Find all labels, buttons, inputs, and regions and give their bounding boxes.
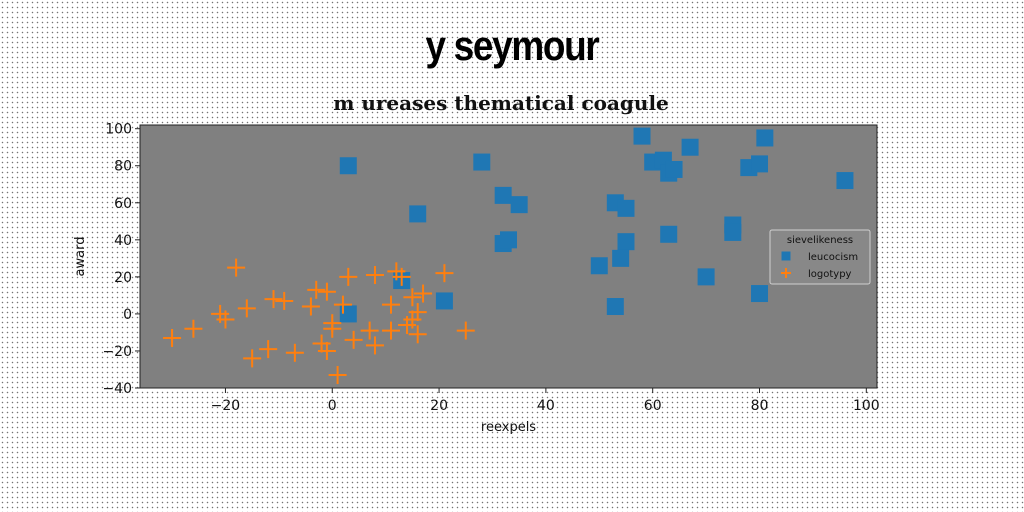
leucocism-point: [510, 196, 528, 214]
legend-box: [769, 229, 871, 285]
y-axis-label: award: [73, 237, 88, 277]
leucocism-point: [681, 138, 699, 156]
logotypy-point: [333, 295, 352, 314]
x-tick-label: −20: [211, 398, 241, 414]
y-tick-label: 100: [105, 122, 132, 138]
logotypy-point: [382, 321, 401, 340]
leucocism-point: [409, 205, 427, 223]
points-layer: [163, 127, 854, 385]
y-tick-label: −40: [102, 381, 132, 397]
logotypy-point: [275, 291, 294, 310]
logotypy-point: [307, 280, 326, 299]
leucocism-point: [339, 157, 357, 175]
legend-label-logotypy: logotypy: [808, 269, 852, 280]
legend-marker-leucocism: [781, 251, 791, 261]
legend: sievelikeness leucocism logotypy: [769, 229, 871, 285]
leucocism-point: [339, 305, 357, 323]
logotypy-point: [365, 266, 384, 285]
leucocism-point: [612, 249, 630, 267]
logotypy-point: [382, 295, 401, 314]
leucocism-point: [473, 153, 491, 171]
leucocism-point: [494, 186, 512, 204]
leucocism-point: [697, 268, 715, 286]
leucocism-point: [665, 160, 683, 178]
chart-subtitle: m ureases thematical coagule: [333, 91, 669, 115]
x-tick-label: 80: [751, 398, 769, 414]
legend-marker-logotypy: [781, 268, 791, 278]
leucocism-point: [751, 285, 769, 303]
logotypy-point: [237, 299, 256, 318]
x-tick-label: 20: [430, 398, 448, 414]
logotypy-point: [301, 297, 320, 316]
logotypy-point: [392, 267, 411, 286]
logotypy-point: [163, 328, 182, 347]
logotypy-point: [264, 290, 283, 309]
logotypy-point: [408, 325, 427, 344]
leucocism-point: [660, 225, 678, 243]
x-axis-label: reexpels: [481, 420, 536, 435]
logotypy-point: [339, 267, 358, 286]
logotypy-point: [317, 341, 336, 360]
axes-layer: −20 0 20 40 60 80 100 −40 −20 0 20 40 60 80 100: [102, 122, 879, 414]
y-tick-label: 80: [114, 159, 132, 175]
leucocism-point: [500, 231, 517, 249]
legend-label-leucocism: leucocism: [808, 252, 858, 263]
logotypy-point: [344, 330, 363, 349]
leucocism-point: [606, 298, 624, 316]
y-tick-label: 0: [123, 307, 132, 323]
logotypy-point: [243, 349, 262, 368]
logotypy-point: [227, 258, 246, 277]
x-tick-label: 40: [537, 398, 555, 414]
legend-items: leucocism logotypy: [781, 251, 858, 280]
leucocism-point: [617, 199, 635, 217]
leucocism-point: [836, 172, 854, 190]
logotypy-point: [184, 319, 203, 338]
logotypy-point: [323, 314, 342, 333]
leucocism-point: [633, 127, 651, 145]
logotypy-point: [414, 284, 433, 303]
logotypy-point: [360, 321, 379, 340]
leucocism-point: [590, 257, 608, 275]
x-tick-label: 100: [853, 398, 880, 414]
logotypy-point: [328, 366, 347, 385]
x-tick-label: 60: [644, 398, 662, 414]
leucocism-point: [724, 223, 742, 241]
y-tick-label: 60: [114, 196, 132, 212]
leucocism-point: [435, 292, 453, 310]
logotypy-point: [408, 303, 427, 322]
logotypy-point: [216, 310, 235, 329]
logotypy-point: [456, 321, 475, 340]
y-tick-label: 20: [114, 270, 132, 286]
y-tick-label: −20: [102, 344, 132, 360]
main-title: y seymour: [425, 22, 599, 69]
logotypy-point: [285, 343, 304, 362]
y-tick-label: 40: [114, 233, 132, 249]
logotypy-point: [259, 340, 278, 359]
plot-frame: [139, 124, 878, 389]
leucocism-point: [617, 233, 635, 251]
leucocism-point: [756, 129, 774, 147]
legend-title: sievelikeness: [787, 235, 853, 246]
logotypy-point: [365, 336, 384, 355]
x-tick-label: 0: [328, 398, 337, 414]
logotypy-point: [317, 282, 336, 301]
leucocism-point: [751, 155, 769, 173]
logotypy-point: [403, 288, 422, 307]
logotypy-point: [435, 264, 454, 283]
